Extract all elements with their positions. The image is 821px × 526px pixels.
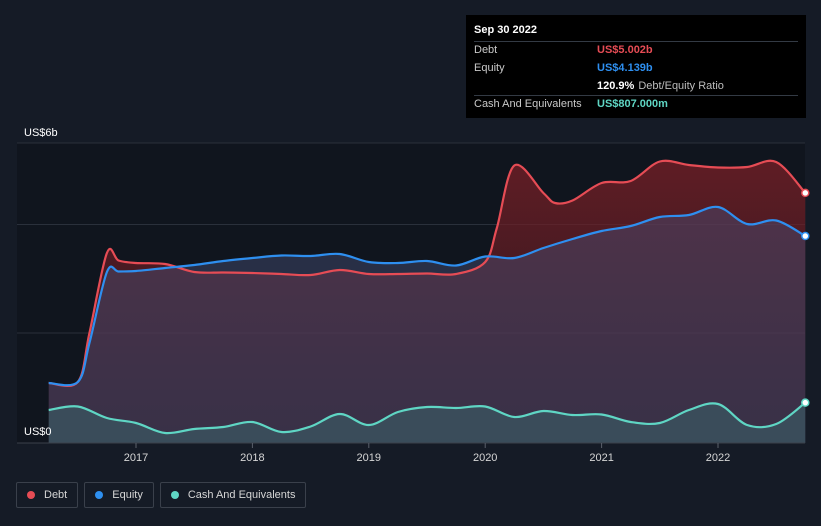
legend-item-equity[interactable]: Equity — [84, 482, 154, 508]
tooltip-row-equity: Equity US$4.139b — [474, 59, 798, 77]
series-lines — [48, 159, 807, 435]
debt-end-point — [801, 188, 810, 198]
tooltip-ratio-label: Debt/Equity Ratio — [638, 80, 724, 92]
x-tick-label-2017: 2017 — [124, 452, 148, 464]
cash-end-point — [801, 398, 810, 407]
x-tick-label-2018: 2018 — [240, 452, 264, 464]
chart-legend: Debt Equity Cash And Equivalents — [16, 482, 307, 510]
x-tick-label-2022: 2022 — [706, 452, 730, 464]
tooltip-debt-value: US$5.002b — [597, 44, 653, 56]
tooltip-row-debt: Debt US$5.002b — [474, 41, 798, 59]
cash-line — [48, 401, 806, 435]
legend-label: Cash And Equivalents — [187, 489, 296, 501]
legend-label: Equity — [112, 489, 143, 501]
debt-dot-icon — [27, 491, 35, 499]
series-end-markers — [801, 188, 810, 407]
tooltip-label: Debt — [474, 44, 498, 56]
tooltip-label — [474, 78, 597, 95]
tooltip-label: Equity — [474, 62, 505, 74]
equity-area — [48, 206, 806, 443]
tooltip-equity-value: US$4.139b — [597, 62, 653, 74]
equity-line — [48, 205, 806, 387]
x-tick-label-2020: 2020 — [473, 452, 497, 464]
equity-end-point — [801, 231, 810, 241]
y-axis-top-label: US$6b — [24, 127, 58, 139]
tooltip-label: Cash And Equivalents — [474, 98, 582, 110]
tooltip-panel: Sep 30 2022 Debt US$5.002b Equity US$4.1… — [466, 15, 806, 118]
tooltip-row-cash: Cash And Equivalents US$807.000m — [474, 95, 798, 113]
legend-label: Debt — [44, 489, 68, 501]
tooltip-ratio-value: 120.9% — [597, 80, 635, 92]
y-axis-bottom-label: US$0 — [24, 426, 52, 438]
cash-dot-icon — [170, 491, 179, 499]
x-tick-label-2021: 2021 — [589, 452, 613, 464]
cash-area — [48, 402, 806, 443]
tooltip-row-ratio: 120.9% Debt/Equity Ratio — [474, 77, 798, 95]
series-areas — [48, 160, 806, 444]
debt-area — [48, 160, 806, 444]
tooltip-cash-value: US$807.000m — [597, 98, 668, 110]
x-tick-label-2019: 2019 — [357, 452, 381, 464]
x-axis-ticks: 2017 2018 2019 2020 2021 2022 — [124, 443, 730, 464]
legend-item-cash[interactable]: Cash And Equivalents — [159, 482, 307, 508]
legend-item-debt[interactable]: Debt — [16, 482, 79, 508]
debt-line — [48, 159, 807, 388]
equity-dot-icon — [95, 491, 104, 499]
tooltip-date: Sep 30 2022 — [474, 24, 537, 36]
